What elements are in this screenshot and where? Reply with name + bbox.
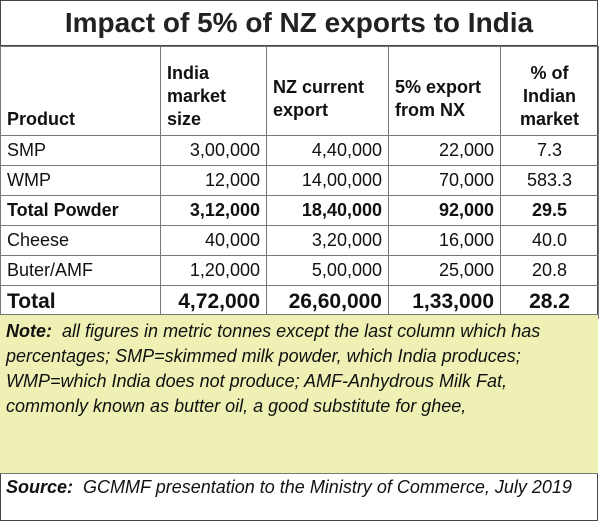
cell-export5: 22,000: [388, 135, 501, 166]
cell-india: 40,000: [160, 225, 267, 256]
source-line: Source: GCMMF presentation to the Minist…: [0, 474, 598, 521]
table-row-total-powder: Total Powder 3,12,000 18,40,000 92,000 2…: [0, 195, 599, 226]
table-row: Cheese 40,000 3,20,000 16,000 40.0: [0, 225, 599, 256]
note-text: all figures in metric tonnes except the …: [6, 321, 541, 416]
cell-pct: 7.3: [500, 135, 599, 166]
cell-pct: 29.5: [500, 195, 599, 226]
cell-india: 3,12,000: [160, 195, 267, 226]
note-box: Note: all figures in metric tonnes excep…: [0, 314, 598, 474]
cell-export5: 1,33,000: [388, 285, 501, 319]
cell-product: WMP: [0, 165, 161, 196]
table-row: WMP 12,000 14,00,000 70,000 583.3: [0, 165, 599, 196]
cell-nz: 5,00,000: [266, 255, 389, 286]
cell-product: Total Powder: [0, 195, 161, 226]
cell-export5: 25,000: [388, 255, 501, 286]
source-text: GCMMF presentation to the Ministry of Co…: [83, 477, 572, 497]
page-title: Impact of 5% of NZ exports to India: [0, 0, 598, 46]
header-india-market-size: India market size: [160, 46, 267, 136]
cell-product: Buter/AMF: [0, 255, 161, 286]
cell-nz: 4,40,000: [266, 135, 389, 166]
cell-india: 1,20,000: [160, 255, 267, 286]
cell-pct: 583.3: [500, 165, 599, 196]
cell-export5: 16,000: [388, 225, 501, 256]
note-label: Note:: [6, 321, 52, 341]
cell-product: Cheese: [0, 225, 161, 256]
cell-pct: 20.8: [500, 255, 599, 286]
cell-export5: 92,000: [388, 195, 501, 226]
header-nz-current-export: NZ current export: [266, 46, 389, 136]
header-pct-indian-market: % of Indian market: [500, 46, 599, 136]
cell-nz: 18,40,000: [266, 195, 389, 226]
table-row-total: Total 4,72,000 26,60,000 1,33,000 28.2: [0, 285, 599, 319]
source-label: Source:: [6, 477, 74, 497]
cell-india: 12,000: [160, 165, 267, 196]
cell-india: 3,00,000: [160, 135, 267, 166]
cell-product: SMP: [0, 135, 161, 166]
table-row: Buter/AMF 1,20,000 5,00,000 25,000 20.8: [0, 255, 599, 286]
exports-table: Product India market size NZ current exp…: [0, 46, 599, 319]
table-row: SMP 3,00,000 4,40,000 22,000 7.3: [0, 135, 599, 166]
cell-export5: 70,000: [388, 165, 501, 196]
cell-nz: 14,00,000: [266, 165, 389, 196]
table-header-row: Product India market size NZ current exp…: [0, 46, 599, 136]
header-product: Product: [0, 46, 161, 136]
header-5pct-export: 5% export from NX: [388, 46, 501, 136]
cell-india: 4,72,000: [160, 285, 267, 319]
cell-pct: 40.0: [500, 225, 599, 256]
cell-nz: 3,20,000: [266, 225, 389, 256]
